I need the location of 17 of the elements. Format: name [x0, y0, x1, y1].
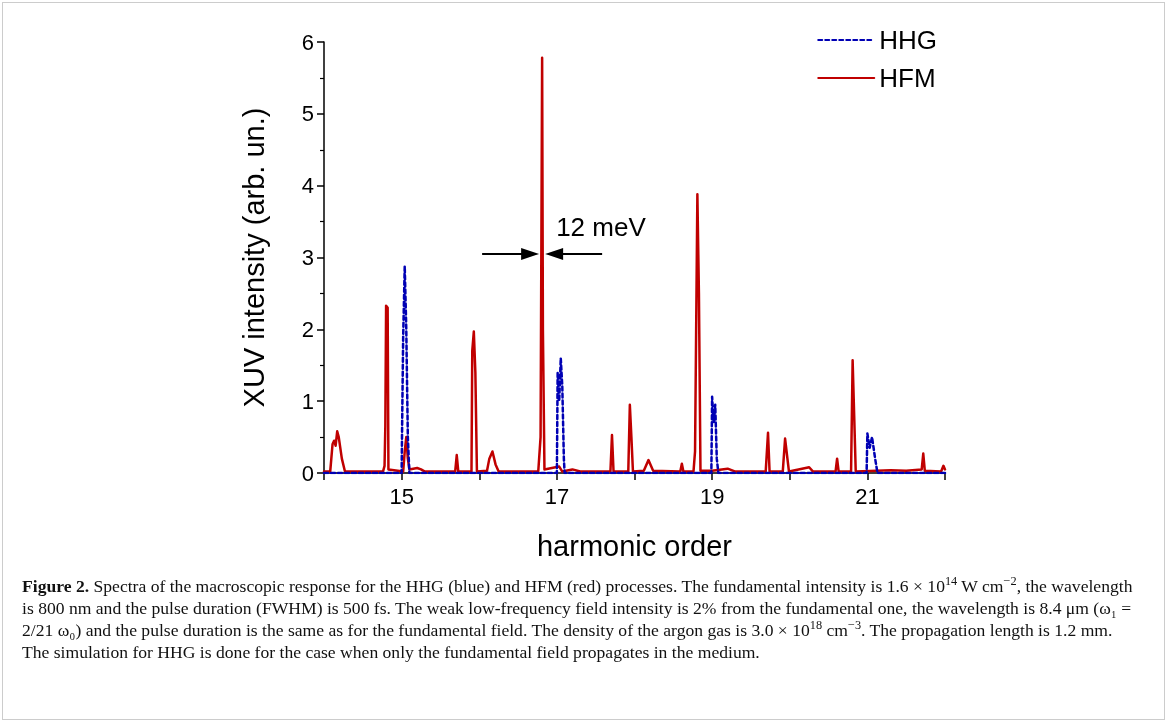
y-tick-label: 6	[301, 29, 314, 55]
legend-label: HHG	[879, 25, 937, 55]
annotation: 12 meV	[556, 211, 647, 242]
y-axis-title: XUV intensity (arb. un.)	[237, 107, 270, 408]
y-tick-label: 0	[301, 460, 314, 486]
y-tick-label: 5	[301, 101, 314, 127]
x-tick-label: 15	[389, 483, 414, 509]
y-tick-label: 1	[301, 388, 314, 414]
x-tick-label: 19	[699, 483, 725, 509]
y-tick-label: 2	[301, 316, 314, 342]
x-tick-label: 21	[855, 483, 880, 509]
x-axis-title: harmonic order	[536, 529, 733, 562]
x-tick-label: 17	[544, 483, 570, 509]
y-tick-label: 4	[301, 173, 314, 199]
y-tick-label: 3	[301, 245, 314, 270]
caption: Figure 2.	[22, 576, 90, 596]
legend-label: HFM	[879, 63, 936, 93]
